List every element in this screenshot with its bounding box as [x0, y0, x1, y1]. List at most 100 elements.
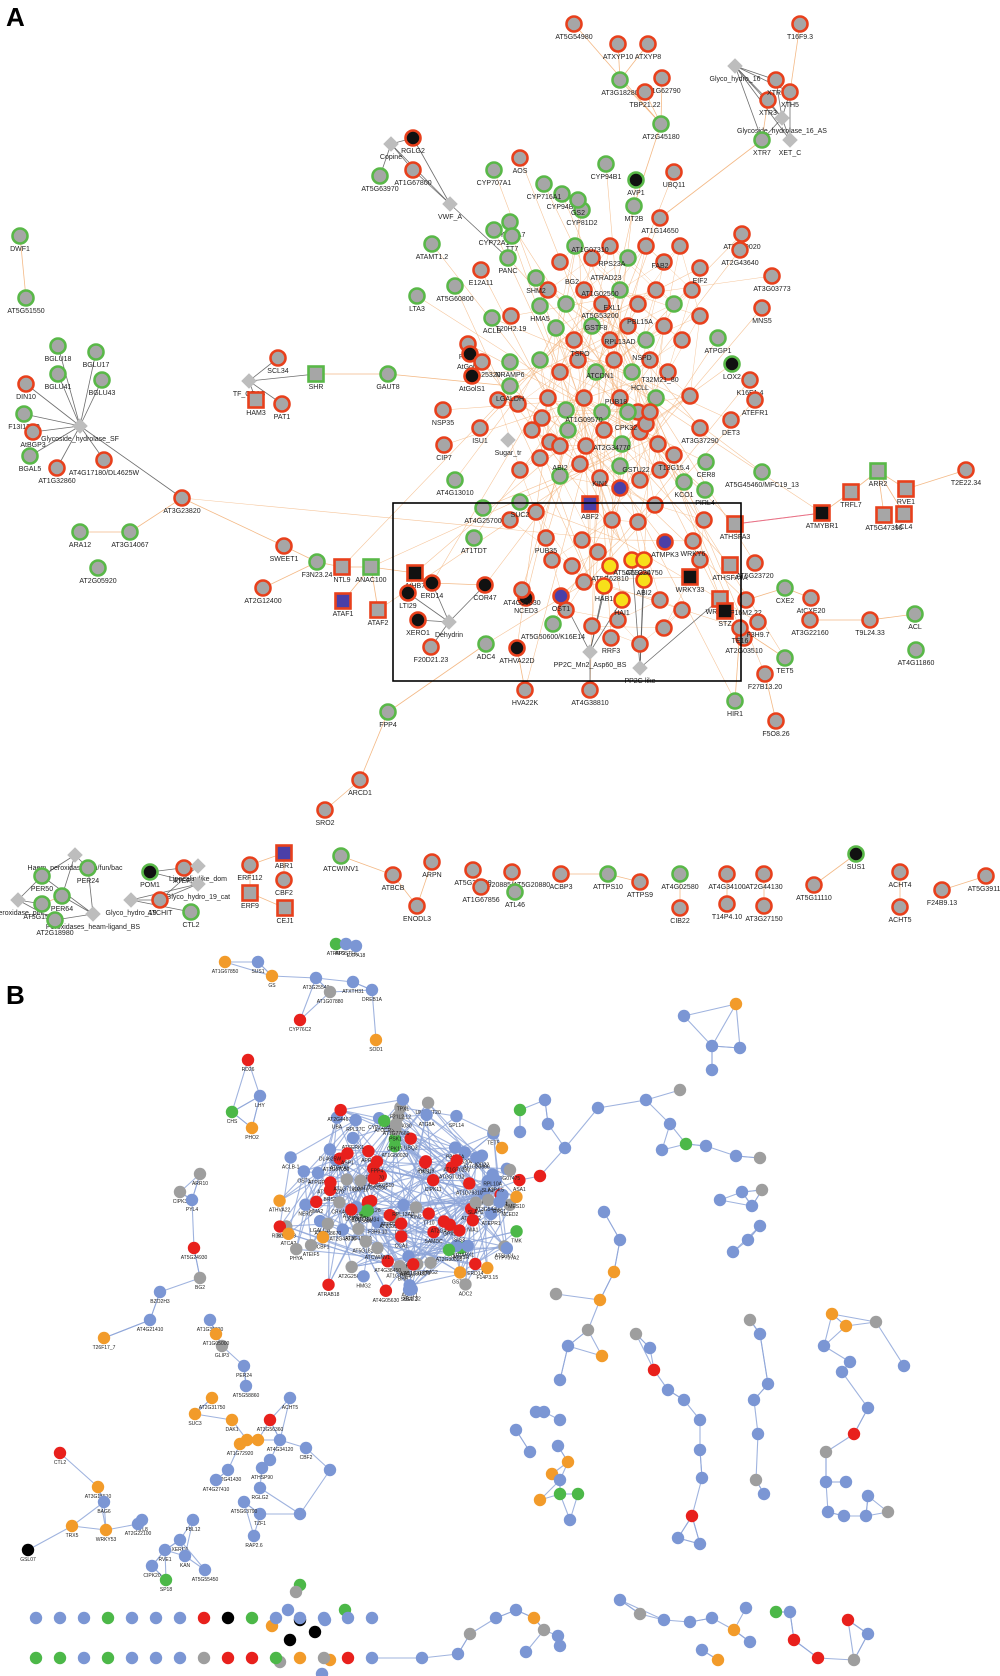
- panel-b-node-label: SP18: [160, 1587, 172, 1593]
- node-circle: [463, 367, 481, 385]
- node-circle: [552, 865, 570, 883]
- panel-b-node: [293, 1507, 307, 1521]
- panel-a-node-per24: PER24: [77, 859, 99, 885]
- panel-b-node: WRKY53: [96, 1523, 116, 1543]
- node-circle: [718, 865, 736, 883]
- node-label: SCL34: [267, 368, 289, 375]
- panel-b-node-label: TZF1: [254, 1521, 266, 1527]
- panel-b-node-label: SAMDC: [425, 1239, 443, 1245]
- panel-b-edge: [329, 989, 373, 993]
- dense-node-label: ATRAD23: [591, 275, 622, 282]
- panel-b-node: CHS: [225, 1105, 239, 1125]
- panel-a-node: [559, 421, 577, 439]
- panel-b-node-circle: [561, 1455, 575, 1469]
- panel-b-node: [839, 1319, 853, 1333]
- panel-b-node: [753, 1327, 767, 1341]
- panel-b-node: DL4625W: [319, 1143, 341, 1162]
- node-label: Glycoside_hydrolase_SF: [41, 436, 119, 443]
- panel-b-node-circle: [293, 1013, 307, 1027]
- node-circle: [791, 15, 809, 33]
- panel-b-node-circle: [349, 1113, 362, 1127]
- panel-b-edge: [259, 1487, 301, 1515]
- panel-a-node-aclb: ACLB: [483, 309, 501, 335]
- node-circle: [671, 899, 689, 917]
- node-circle: [565, 15, 583, 33]
- panel-b-node-label: CIPK3: [173, 1199, 188, 1205]
- node-label: AT1G32860: [38, 478, 75, 485]
- panel-a-node-atmybr1: ATMYBR1: [806, 504, 838, 530]
- panel-b-node-label: CIPK11: [425, 1187, 442, 1193]
- panel-a-edge: [565, 245, 611, 305]
- panel-b-edge: [351, 1209, 461, 1273]
- node-circle: [691, 259, 709, 277]
- node-label: CYP94B3: [547, 204, 578, 211]
- panel-b-node-label: CHS: [227, 1119, 238, 1125]
- panel-b-node: [673, 1083, 687, 1097]
- node-label: ARA12: [69, 542, 91, 549]
- panel-b-node-circle: [861, 1627, 875, 1641]
- panel-b-node: AT4G27410: [203, 1473, 230, 1493]
- panel-a-node-xet-c: XET_C: [779, 132, 802, 157]
- panel-a-node-cib22: CIB22: [670, 899, 690, 925]
- node-label: LTA3: [409, 306, 425, 313]
- panel-b-node-label: BG2: [195, 1285, 205, 1291]
- panel-a-node-cyp716a1: CYP716A1: [527, 175, 562, 201]
- panel-a-edge: [609, 257, 629, 341]
- panel-b-node: GRF10: [352, 1174, 369, 1194]
- panel-b-node-circle: [761, 1377, 775, 1391]
- node-label: CYP72A1: [479, 240, 510, 247]
- panel-b-node-label: F14P3.15: [476, 1275, 498, 1281]
- node-circle: [755, 865, 773, 883]
- panel-b-node-circle: [53, 1651, 67, 1665]
- node-circle: [11, 227, 29, 245]
- node-label: CYP716A1: [527, 194, 562, 201]
- panel-b-node-circle: [362, 1144, 375, 1158]
- panel-b-edge: [841, 1371, 869, 1409]
- panel-a-node-at4g38810: AT4G38810: [571, 681, 609, 707]
- panel-a-edge: [23, 413, 81, 427]
- panel-b-node: AT3G54400: [475, 1193, 502, 1213]
- panel-a-node-athb7: AtHB7: [405, 564, 425, 590]
- panel-b-network: B NERDBHRATSUC1AT2G43310AT2G02510ACHT1AT…: [6, 937, 911, 1676]
- panel-a-edge: [547, 257, 593, 291]
- panel-a-letter: A: [6, 2, 25, 32]
- node-label: ATXYP8: [635, 54, 661, 61]
- node-label: AT1G67856: [462, 897, 499, 904]
- panel-a-node-hir1: HIR1: [726, 692, 744, 718]
- panel-b-node-circle: [451, 1647, 465, 1661]
- node-label: ADC4: [477, 654, 496, 661]
- panel-b-node: [859, 1509, 873, 1523]
- panel-a-node-atl46: ATL46: [505, 883, 525, 909]
- panel-b-node-circle: [290, 1242, 303, 1256]
- panel-b-node-circle: [695, 1643, 709, 1657]
- panel-b-node-label: AT1G23880: [463, 1165, 490, 1171]
- panel-a-node-te16: TE16: [731, 619, 749, 645]
- panel-b-node: ARR10: [192, 1167, 208, 1187]
- node-label: XET_C: [779, 150, 802, 157]
- panel-b-node-label: RVE1: [159, 1557, 172, 1563]
- panel-a-node-at3g03773: AT3G03773: [753, 267, 791, 293]
- panel-b-node-circle: [811, 1651, 825, 1665]
- panel-b-node-label: RD26: [242, 1067, 255, 1073]
- panel-a-node-f3n23-24: F3N23.24: [302, 553, 332, 579]
- panel-b-node-circle: [388, 1133, 402, 1146]
- panel-a-edge: [627, 411, 641, 481]
- panel-b-node-circle: [221, 1463, 235, 1477]
- panel-a-selection-box: [392, 502, 742, 682]
- node-circle: [665, 446, 683, 464]
- panel-b-node: [607, 1265, 621, 1279]
- panel-b-node-label: ATCWINV1: [365, 1255, 391, 1261]
- panel-b-node-circle: [553, 1413, 567, 1427]
- panel-b-node-circle: [484, 1207, 498, 1221]
- node-label: EIF2: [693, 278, 708, 285]
- panel-b-node: [53, 1611, 67, 1625]
- panel-b-node-circle: [509, 1603, 523, 1617]
- panel-b-edge: [194, 1413, 233, 1421]
- node-label: ANAC100: [355, 577, 386, 584]
- panel-b-node-circle: [193, 1271, 207, 1285]
- panel-b-edge: [400, 1114, 428, 1237]
- node-circle: [485, 161, 503, 179]
- panel-b-node-circle: [639, 1093, 653, 1107]
- node-square: [716, 602, 734, 620]
- panel-b-node-circle: [339, 937, 353, 951]
